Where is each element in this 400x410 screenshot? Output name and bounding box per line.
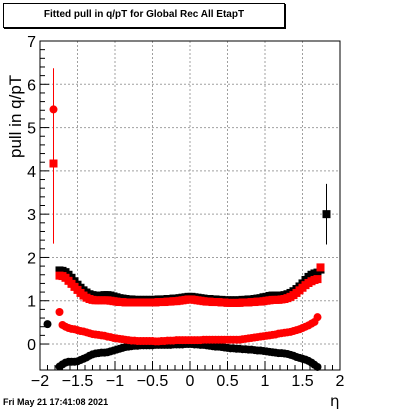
y-tick-label: 5 (27, 121, 36, 138)
data-point-circle (55, 307, 64, 316)
title-box: Fitted pull in q/pT for Global Rec All E… (3, 3, 285, 28)
x-tick-label: −1 (106, 373, 124, 390)
data-point-square (313, 275, 322, 284)
x-axis-label: η (330, 392, 340, 410)
y-tick-label: 2 (27, 250, 36, 267)
x-tick-label: 0 (186, 373, 195, 390)
x-tick-label: 1.5 (291, 373, 313, 390)
x-tick-label: −0.5 (137, 373, 169, 390)
x-tick-label: 2 (336, 373, 345, 390)
timestamp: Fri May 21 17:41:08 2021 (3, 397, 109, 407)
x-tick-label: 1 (261, 373, 270, 390)
chart-title: Fitted pull in q/pT for Global Rec All E… (43, 9, 245, 20)
data-point-square (322, 210, 331, 219)
plot-frame (39, 40, 341, 371)
y-tick-label: 3 (27, 207, 36, 224)
y-tick-label: 1 (27, 294, 36, 311)
data-point-square (316, 263, 325, 272)
x-tick-label: 0.5 (216, 373, 238, 390)
data-point-square (49, 159, 58, 168)
y-tick-label: 0 (27, 337, 36, 354)
data-point-circle (313, 362, 322, 371)
data-point-circle (43, 320, 52, 329)
data-point-circle (49, 105, 58, 114)
y-tick-label: 4 (27, 164, 36, 181)
x-tick-label: −2 (31, 373, 49, 390)
y-tick-label: 6 (27, 77, 36, 94)
y-axis-label: pull in q/pT (6, 74, 25, 158)
data-point-circle (313, 313, 322, 322)
x-tick-label: −1.5 (62, 373, 94, 390)
y-tick-label: 7 (27, 34, 36, 51)
